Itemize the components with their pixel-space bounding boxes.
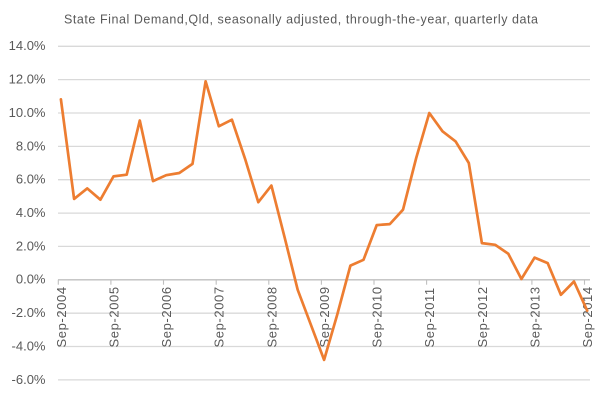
svg-text:Sep-2007: Sep-2007 xyxy=(212,286,227,347)
svg-text:0.0%: 0.0% xyxy=(16,272,46,287)
svg-text:8.0%: 8.0% xyxy=(16,138,46,153)
svg-text:Sep-2010: Sep-2010 xyxy=(370,286,385,347)
svg-text:Sep-2012: Sep-2012 xyxy=(475,286,490,347)
svg-text:6.0%: 6.0% xyxy=(16,172,46,187)
svg-text:Sep-2008: Sep-2008 xyxy=(264,286,279,347)
svg-text:Sep-2014: Sep-2014 xyxy=(580,286,595,347)
svg-text:Sep-2006: Sep-2006 xyxy=(159,286,174,347)
svg-text:2.0%: 2.0% xyxy=(16,238,46,253)
svg-text:10.0%: 10.0% xyxy=(9,105,46,120)
svg-text:-2.0%: -2.0% xyxy=(12,305,46,320)
svg-text:Sep-2009: Sep-2009 xyxy=(317,286,332,347)
svg-text:14.0%: 14.0% xyxy=(9,38,46,53)
svg-text:Sep-2013: Sep-2013 xyxy=(528,286,543,347)
svg-text:-6.0%: -6.0% xyxy=(12,372,46,387)
svg-text:12.0%: 12.0% xyxy=(9,72,46,87)
svg-text:Sep-2004: Sep-2004 xyxy=(54,286,69,347)
svg-text:Sep-2005: Sep-2005 xyxy=(106,286,121,347)
svg-text:4.0%: 4.0% xyxy=(16,205,46,220)
svg-text:Sep-2011: Sep-2011 xyxy=(422,287,437,347)
svg-text:State Final Demand,Qld, season: State Final Demand,Qld, seasonally adjus… xyxy=(64,12,539,26)
svg-text:-4.0%: -4.0% xyxy=(12,338,46,353)
